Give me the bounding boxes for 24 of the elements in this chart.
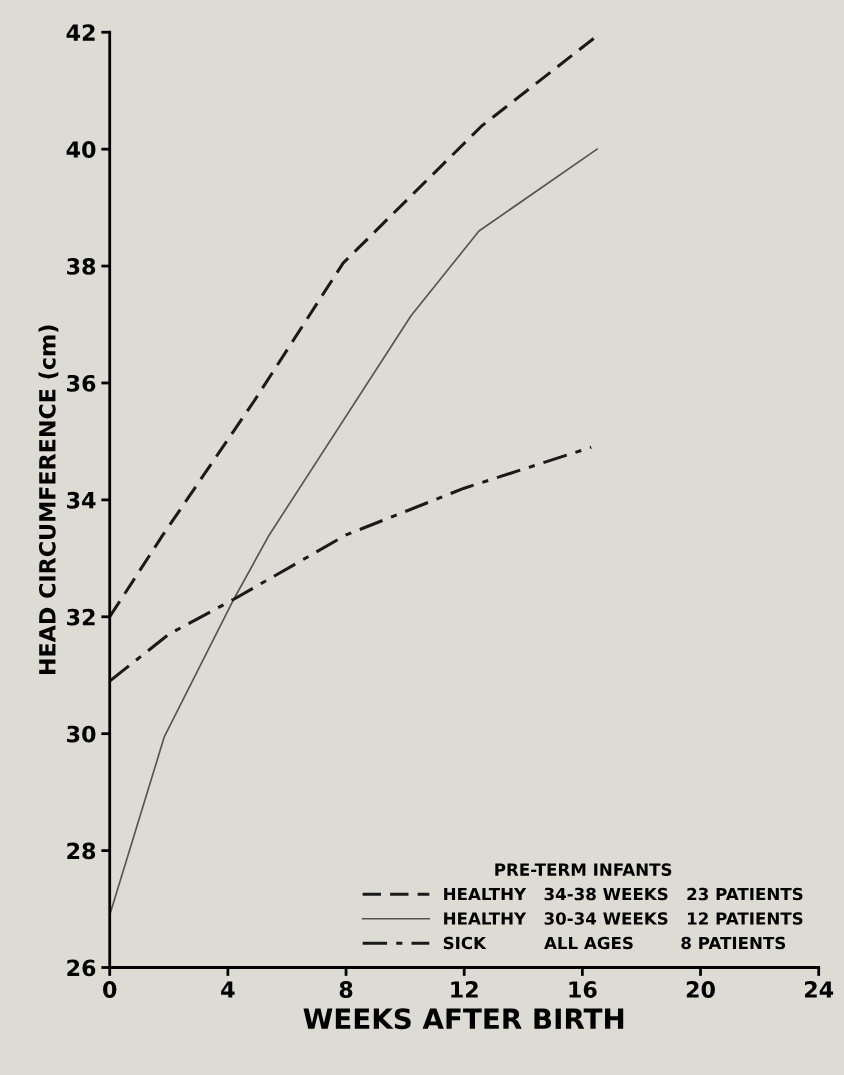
x-tick-label: 20 <box>686 981 715 998</box>
x-tick-label: 8 <box>339 981 353 998</box>
x-axis-title: WEEKS AFTER BIRTH <box>303 1008 624 1030</box>
legend-title: PRE-TERM INFANTS <box>495 863 672 876</box>
x-tick-label: 24 <box>804 981 834 998</box>
y-tick-label: 28 <box>67 842 96 860</box>
y-tick-label: 34 <box>67 491 96 509</box>
legend-label: SICK ALL AGES 8 PATIENTS <box>443 936 786 950</box>
y-axis-title: HEAD CIRCUMFERENCE (cm) <box>38 325 59 675</box>
y-tick-label: 42 <box>66 24 95 41</box>
x-tick-label: 12 <box>451 981 478 998</box>
x-tick-label: 16 <box>569 981 597 998</box>
y-tick-label: 32 <box>67 608 95 626</box>
x-tick-label: 0 <box>103 981 117 998</box>
legend-label: HEALTHY 30-34 WEEKS 12 PATIENTS <box>444 912 803 925</box>
y-tick-label: 40 <box>66 141 96 158</box>
y-tick-label: 36 <box>67 374 96 392</box>
y-tick-label: 30 <box>67 725 96 743</box>
x-tick-label: 4 <box>221 981 235 998</box>
legend-label: HEALTHY 34-38 WEEKS 23 PATIENTS <box>444 887 803 901</box>
y-tick-label: 26 <box>67 959 96 977</box>
y-tick-label: 38 <box>67 258 96 275</box>
line-series <box>109 445 593 683</box>
line-series <box>109 36 596 619</box>
